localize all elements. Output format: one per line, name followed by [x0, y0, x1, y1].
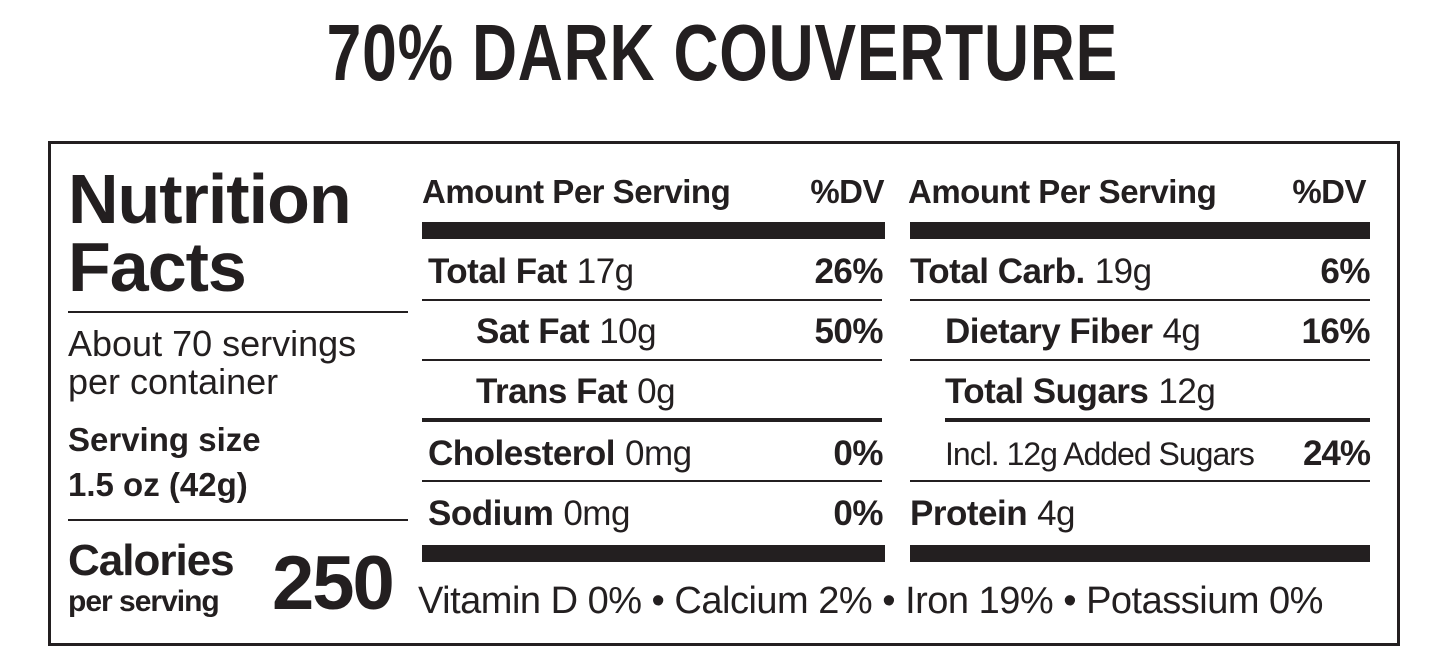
title: 70% DARK COUVERTURE: [0, 8, 1445, 98]
rule: [910, 480, 1370, 482]
nutrient-row: Incl. 12g Added Sugars 24%: [945, 424, 1371, 484]
title-text: 70% DARK COUVERTURE: [326, 8, 1119, 97]
heading: Facts: [68, 228, 247, 306]
calories-label: Calories: [68, 536, 235, 585]
nutrient-name: Total Fat: [428, 252, 567, 291]
nutrient-amount: 4g: [1037, 494, 1076, 533]
nutrient-name: Total Sugars: [945, 372, 1149, 411]
nutrient-amount: 10g: [599, 312, 657, 351]
nutrient-dv: 6%: [1320, 252, 1370, 291]
rule: [910, 545, 1370, 562]
label-border: [48, 141, 1400, 646]
header-amount: Amount Per Serving: [422, 173, 731, 210]
rule: [68, 519, 408, 521]
nutrient-name: Protein: [910, 494, 1028, 533]
nutrient-row: Total Fat 17g 26%: [428, 242, 883, 302]
nutrient-amount: 12g: [1158, 372, 1216, 411]
serving-size: 1.5 oz (42g): [68, 466, 248, 503]
nutrient-amount: 19g: [1094, 252, 1152, 291]
rule: [910, 299, 1370, 301]
rule: [910, 359, 1370, 361]
nutrient-dv: 0%: [833, 494, 883, 533]
rule: [422, 359, 882, 361]
nutrient-amount: 0mg: [625, 434, 692, 473]
rule: [910, 222, 1370, 239]
nutrient-dv: 50%: [814, 312, 883, 351]
nutrient-dv: 26%: [814, 252, 883, 291]
nutrient-name: Sat Fat: [476, 312, 590, 351]
heading: Nutrition: [68, 160, 352, 238]
servings: About 70 servings: [68, 323, 357, 364]
rule: [945, 418, 1370, 422]
nutrient-name: Incl. 12g Added Sugars: [945, 436, 1255, 472]
rule: [422, 418, 882, 422]
rule: [422, 222, 885, 239]
nutrient-row: Sat Fat 10g 50%: [476, 302, 883, 362]
nutrient-amount: 4g: [1162, 312, 1201, 351]
calories-sublabel: per serving: [68, 585, 220, 618]
nutrient-row: Trans Fat 0g: [476, 362, 883, 422]
nutrient-row: Protein 4g: [910, 484, 1370, 544]
nutrient-row: Cholesterol 0mg 0%: [428, 424, 883, 484]
rule: [422, 299, 882, 301]
nutrient-row: Total Carb. 19g 6%: [910, 242, 1370, 302]
nutrient-name: Dietary Fiber: [945, 312, 1153, 351]
column-header: Amount Per Serving %DV: [422, 172, 884, 212]
serving-size-label: Serving size: [68, 421, 261, 458]
nutrient-amount: 0g: [637, 372, 676, 411]
header-dv: %DV: [1292, 173, 1366, 210]
nutrient-name: Cholesterol: [428, 434, 616, 473]
nutrient-name: Total Carb.: [910, 252, 1085, 291]
column-header: Amount Per Serving %DV: [908, 172, 1366, 212]
nutrient-dv: 0%: [833, 434, 883, 473]
rule: [68, 311, 408, 313]
nutrient-amount: 17g: [576, 252, 634, 291]
calories-value: 250: [272, 541, 395, 626]
nutrient-name: Sodium: [428, 494, 554, 533]
nutrient-row: Dietary Fiber 4g 16%: [945, 302, 1370, 362]
rule: [422, 480, 882, 482]
nutrient-dv: 16%: [1301, 312, 1370, 351]
header-amount: Amount Per Serving: [908, 173, 1217, 210]
servings: per container: [68, 361, 279, 402]
vitamins-minerals: Vitamin D 0% • Calcium 2% • Iron 19% • P…: [418, 580, 1323, 622]
nutrient-row: Total Sugars 12g: [945, 362, 1370, 422]
nutrient-row: Sodium 0mg 0%: [428, 484, 883, 544]
nutrient-amount: 0mg: [563, 494, 630, 533]
nutrient-dv: 24%: [1302, 434, 1371, 473]
rule: [422, 545, 885, 562]
nutrient-name: Trans Fat: [476, 372, 628, 411]
header-dv: %DV: [810, 173, 884, 210]
